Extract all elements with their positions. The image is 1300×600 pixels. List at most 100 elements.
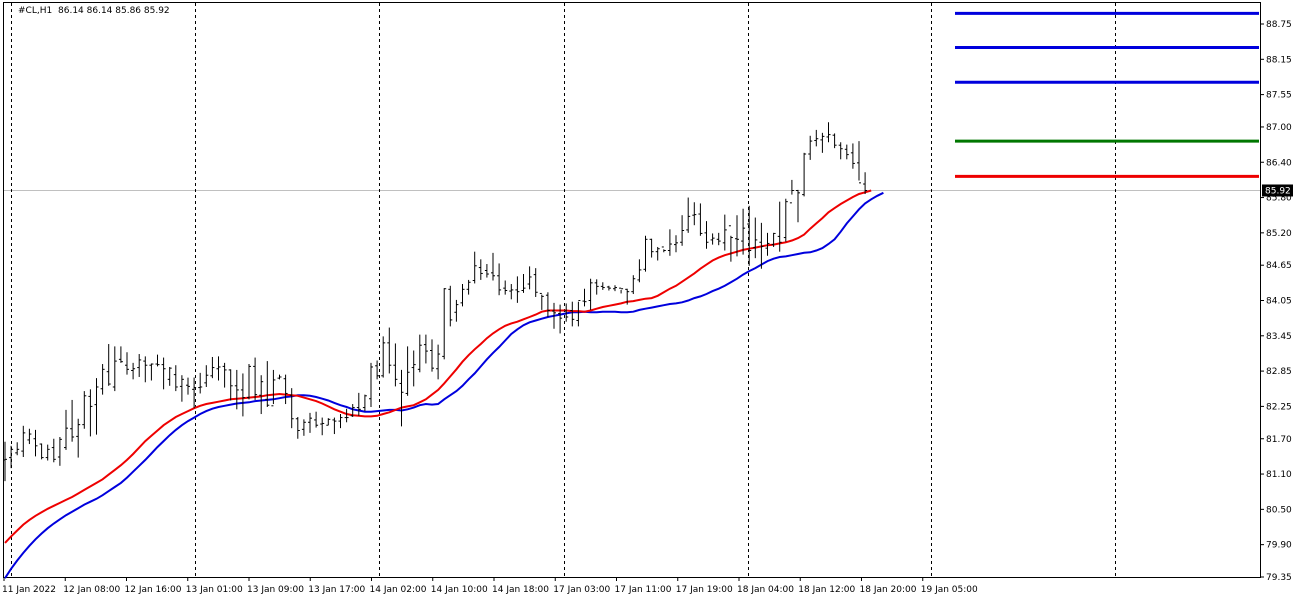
y-tick-label: 84.65 <box>1266 261 1292 271</box>
ohlc-bar <box>497 263 502 296</box>
ohlc-bar <box>253 357 258 400</box>
ohlc-bar <box>70 399 75 442</box>
ohlc-bar <box>210 356 215 379</box>
ohlc-bar <box>106 344 111 386</box>
ohlc-bar <box>747 205 752 266</box>
x-tick-label: 12 Jan 16:00 <box>125 585 182 595</box>
ohlc-bar <box>832 133 837 149</box>
ohlc-bar <box>850 143 855 169</box>
ohlc-bar <box>698 203 703 236</box>
price-axis[interactable]: 88.75 88.15 87.55 87.00 86.40 85.80 85.20 84.65… <box>1260 20 1292 583</box>
y-tick-label: 85.20 <box>1266 229 1292 239</box>
ohlc-bar <box>320 417 325 436</box>
ohlc-bar <box>631 275 636 295</box>
ohlc-bar <box>118 346 123 363</box>
y-tick-label: 82.85 <box>1266 367 1292 377</box>
ohlc-bar <box>478 259 483 280</box>
ohlc-bar <box>131 362 136 380</box>
ohlc-bar <box>472 251 477 284</box>
ohlc-bar <box>240 373 245 417</box>
ohlc-bar <box>643 235 648 272</box>
ohlc-bar <box>667 229 672 256</box>
y-tick-label: 79.35 <box>1266 573 1292 583</box>
ohlc-bar <box>247 364 251 400</box>
y-tick-label: 84.05 <box>1266 297 1292 307</box>
ohlc-bar <box>436 344 441 380</box>
ohlc-bar <box>143 356 148 383</box>
ohlc-bar <box>539 292 544 310</box>
ohlc-bar <box>552 302 556 329</box>
ohlc-bar <box>198 372 203 394</box>
ohlc-bar <box>167 366 172 386</box>
ohlc-bar <box>686 197 691 233</box>
ohlc-bar <box>411 350 416 387</box>
ohlc-bar <box>484 264 489 278</box>
ma-fast-line <box>4 189 872 544</box>
ohlc-bar <box>222 362 227 388</box>
ohlc-bar <box>94 378 99 435</box>
ohlc-bar <box>387 327 392 374</box>
ohlc-bar <box>21 425 26 457</box>
ohlc-bar <box>149 363 154 381</box>
ohlc-bar <box>716 232 721 246</box>
ohlc-bar <box>277 374 282 380</box>
ohlc-bar <box>625 288 630 305</box>
ohlc-bar <box>783 198 788 242</box>
ohlc-bar <box>64 409 68 450</box>
ohlc-bar <box>430 339 434 372</box>
ohlc-bar <box>375 360 380 380</box>
ohlc-bar <box>722 214 727 251</box>
ohlc-bar <box>582 288 587 307</box>
ohlc-bar <box>637 259 642 283</box>
ohlc-bar <box>692 202 697 226</box>
y-tick-label: 87.00 <box>1266 123 1292 133</box>
ohlc-bar <box>728 225 733 262</box>
ohlc-bar <box>161 357 166 390</box>
ohlc-bar <box>283 374 288 405</box>
level-lines[interactable] <box>955 11 1259 178</box>
ohlc-bars <box>3 122 868 482</box>
ohlc-bar <box>771 232 776 247</box>
ohlc-bar <box>594 279 599 295</box>
ohlc-bar <box>15 442 20 456</box>
x-tick-label: 18 Jan 20:00 <box>860 585 917 595</box>
ohlc-bar <box>295 416 300 439</box>
ohlc-bar <box>82 391 87 429</box>
y-tick-label: 81.10 <box>1266 470 1292 480</box>
ohlc-bar <box>491 252 495 281</box>
ohlc-bar <box>338 414 343 429</box>
ohlc-bar <box>820 132 825 153</box>
ohlc-bar <box>857 141 861 184</box>
ohlc-bar <box>606 285 611 291</box>
ohlc-bar <box>51 438 56 463</box>
y-tick-label: 83.45 <box>1266 332 1292 342</box>
ohlc-bar <box>228 369 233 401</box>
ohlc-bar <box>863 172 868 195</box>
y-tick-label: 81.70 <box>1266 435 1292 445</box>
x-tick-label: 18 Jan 12:00 <box>798 585 855 595</box>
ohlc-bar <box>588 278 593 310</box>
ohlc-bar <box>308 412 312 433</box>
ohlc-bar <box>759 222 764 269</box>
ohlc-bar <box>112 346 117 392</box>
ohlc-bar <box>509 284 514 300</box>
time-axis[interactable]: 11 Jan 2022 12 Jan 08:00 12 Jan 16:00 13 Ja… <box>2 577 978 595</box>
ohlc-bar <box>76 418 81 458</box>
y-tick-label: 82.25 <box>1266 402 1292 412</box>
ohlc-bar <box>808 135 813 160</box>
ohlc-bar <box>259 375 264 415</box>
ohlc-bar <box>125 352 129 375</box>
ohlc-bar <box>515 276 520 303</box>
ohlc-bar <box>661 246 666 253</box>
ohlc-bar <box>704 221 709 249</box>
chart-header-symbol: #CL,H1 <box>18 6 52 16</box>
y-tick-label: 79.90 <box>1266 541 1292 551</box>
ohlc-bar <box>137 354 142 377</box>
ohlc-bar <box>9 445 14 469</box>
ohlc-bar <box>234 369 239 410</box>
ohlc-bar <box>399 369 404 427</box>
ohlc-bar <box>619 287 624 294</box>
ohlc-bar <box>326 418 331 426</box>
ohlc-bar <box>45 444 50 461</box>
